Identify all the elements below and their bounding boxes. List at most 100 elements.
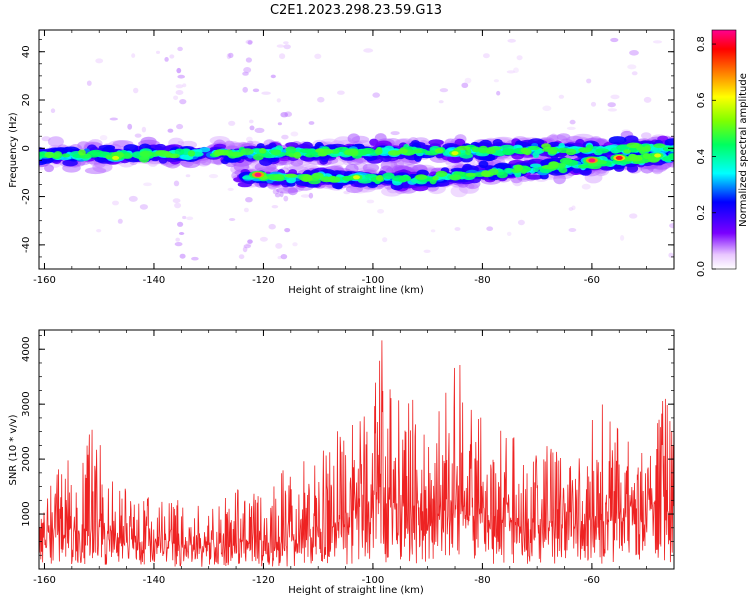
spectrogram-cell [507,38,516,43]
spectrogram-xlabel: Height of straight line (km) [288,285,424,296]
spectrogram-cell [109,117,119,121]
spectrogram-cell [669,153,674,160]
spectrogram-cell [558,94,565,99]
spectrogram-cell [342,176,353,181]
spectrogram-cell [559,157,573,165]
spectrogram-cell [131,53,136,58]
spectrogram-cell [242,86,248,93]
spectrogram-cell [158,157,168,164]
spectrogram-cell [259,236,268,242]
spectrogram-ticks: -160 -140 -120 -100 -80 -60 -40 -20 0 20 40 [21,30,675,286]
spectrogram-cell [369,138,379,146]
spectrogram-cell [133,87,139,94]
snr-ticks: -160 -140 -120 -100 -80 -60 1000 2000 3000 4000 [21,330,675,586]
snr-xlabel: Height of straight line (km) [288,585,424,596]
spectrogram-cell [624,135,639,144]
spectrogram-cell [565,148,577,156]
colorbar-tick-label: 0.4 [696,149,707,165]
spectrogram-cell [179,99,187,105]
spectrogram-cell [652,40,663,44]
spectrogram-cell [270,149,282,156]
spectrogram-cell [238,254,245,260]
spectrogram-cell [653,143,666,148]
spectrogram-cell [271,205,279,209]
spectrogram-cell [254,172,262,177]
spectrogram-cell [292,242,298,247]
spectrogram-cell [320,176,334,183]
y-tick-label: 40 [21,45,32,58]
spectrogram-cell [541,143,551,149]
spectrogram-cell [177,46,183,52]
spectrogram-cell [178,232,185,235]
spectrogram-cell [595,148,609,154]
spectrogram-cell [44,151,55,159]
spectrogram-cell [372,92,381,98]
spectrogram-cell [228,218,236,221]
spectrogram-cell [256,143,265,149]
spectrogram-cell [620,235,625,241]
spectrogram-cell [648,155,660,163]
spectrogram-cell [154,143,167,151]
spectrogram-cell [168,153,180,159]
spectrogram-cell [280,112,289,118]
spectrogram-cell [662,146,674,152]
spectrogram-cell [517,219,525,226]
spectrogram-cell [608,136,627,145]
x-tick-label: -160 [33,575,56,586]
spectrogram-cell [254,127,265,133]
spectrogram-cell [478,145,489,153]
spectrogram-cell [438,100,444,104]
spectrogram-panel: -160 -140 -120 -100 -80 -60 -40 -20 0 20 40 Height… [8,29,675,296]
spectrogram-cell [243,244,251,249]
spectrogram-cell [435,170,448,177]
spectrogram-cell [240,148,254,156]
x-tick-label: -160 [33,275,56,286]
spectrogram-cell [542,105,552,112]
spectrogram-cell [228,120,236,126]
spectrogram-cell [568,207,574,211]
spectrogram-cell [398,148,408,154]
spectrogram-cell [299,148,313,153]
spectrogram-cell [246,136,253,143]
spectrogram-cell [388,150,401,156]
y-tick-label: 1000 [21,501,32,526]
spectrogram-cell [277,122,282,126]
y-tick-label: 0 [21,145,32,151]
spectrogram-cell [247,40,253,45]
spectrogram-cell [533,166,539,173]
x-tick-label: -120 [252,275,275,286]
spectrogram-cell [270,74,276,79]
spectrogram-cell [245,57,252,63]
snr-ylabel: SNR (10 * v/v) [8,414,19,485]
spectrogram-cell [156,50,160,55]
spectrogram-cell [117,218,123,224]
spectrogram-cell [558,142,565,149]
spectrogram-cell [169,54,175,59]
colorbar-tick-label: 0.2 [696,205,707,221]
spectrogram-cell [615,155,623,160]
spectrogram-cell [530,163,542,168]
spectrogram-cell [99,135,108,141]
spectrogram-cell [668,252,674,258]
spectrogram-cell [631,71,638,76]
spectrogram-cell [173,95,179,101]
spectrogram-cell [586,78,592,84]
x-tick-label: -60 [584,575,600,586]
spectrogram-cell [332,182,343,189]
spectrogram-cell [281,134,289,140]
spectrogram-cell [486,226,494,231]
spectrogram-cell [380,148,389,155]
spectrogram-cell [345,163,359,174]
spectrogram-cell [259,148,267,154]
spectrogram-cell [283,195,289,202]
spectrogram-cell [140,152,150,157]
spectrogram-cell [249,119,254,124]
spectrogram-cell [377,209,385,214]
spectrogram-cell [279,53,286,60]
spectrogram-cell [566,126,576,130]
spectrogram-cell [607,102,616,108]
spectrogram-cell [284,173,298,178]
spectrogram-cell [415,174,428,180]
spectrogram-cell [465,148,472,156]
spectrogram-cell [275,243,283,249]
